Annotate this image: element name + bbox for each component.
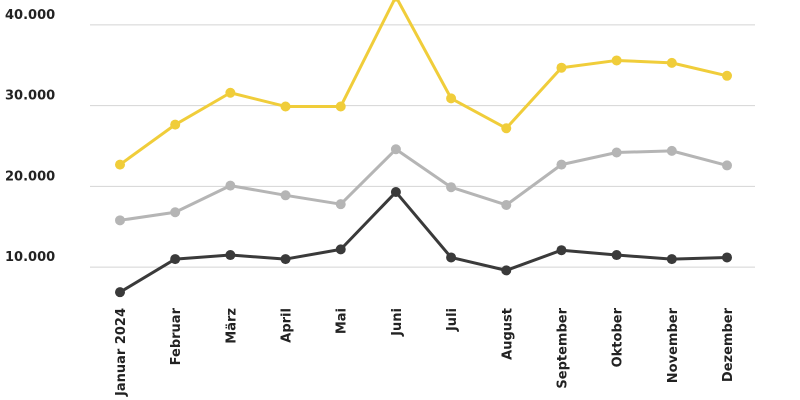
data-point [115,287,125,298]
x-tick-label: Mai [335,308,350,334]
data-point [225,180,236,191]
x-tick-label: Juli [445,308,460,332]
x-tick-label: Dezember [721,307,736,382]
data-point [666,254,677,265]
series-line [119,147,728,222]
data-point [556,159,567,170]
x-tick-label: März [224,308,239,344]
y-tick-label: 30.000 [5,89,55,104]
data-point [170,254,181,265]
data-point [390,144,401,155]
data-point [170,119,181,130]
x-tick-label: Juni [390,308,405,337]
plot-area [115,0,732,298]
data-point [611,55,622,66]
data-point [280,101,291,112]
data-point [666,57,677,68]
data-point [170,207,181,218]
data-point [225,87,236,98]
x-tick-label: Oktober [611,307,626,367]
data-point [611,147,622,158]
data-point [446,252,457,263]
x-tick-label: Januar 2024 [114,308,129,397]
data-point [390,187,401,198]
data-point [335,244,346,255]
x-tick-label: Februar [169,307,184,365]
data-point [556,62,567,73]
data-point [280,190,291,201]
data-point [225,250,236,261]
x-tick-label: November [666,307,681,383]
y-tick-label: 40.000 [5,8,55,23]
data-point [446,93,457,104]
data-point [722,70,732,81]
data-point [115,215,125,226]
data-point [280,254,291,265]
data-point [666,145,677,156]
y-tick-label: 20.000 [5,169,55,184]
data-point [392,0,400,2]
data-point [501,265,512,276]
data-point [501,199,512,210]
data-point [722,160,732,171]
data-point [556,245,567,256]
y-tick-label: 10.000 [5,250,55,265]
series-line [119,0,728,166]
series-line [119,190,728,294]
x-tick-label: April [280,308,295,343]
data-point [501,123,512,134]
data-point [335,101,346,112]
data-point [446,182,457,193]
data-point [722,252,732,263]
x-tick-label: September [555,307,570,388]
x-tick-label: August [500,308,515,360]
data-point [115,159,125,170]
data-point [611,250,622,261]
data-point [335,199,346,210]
